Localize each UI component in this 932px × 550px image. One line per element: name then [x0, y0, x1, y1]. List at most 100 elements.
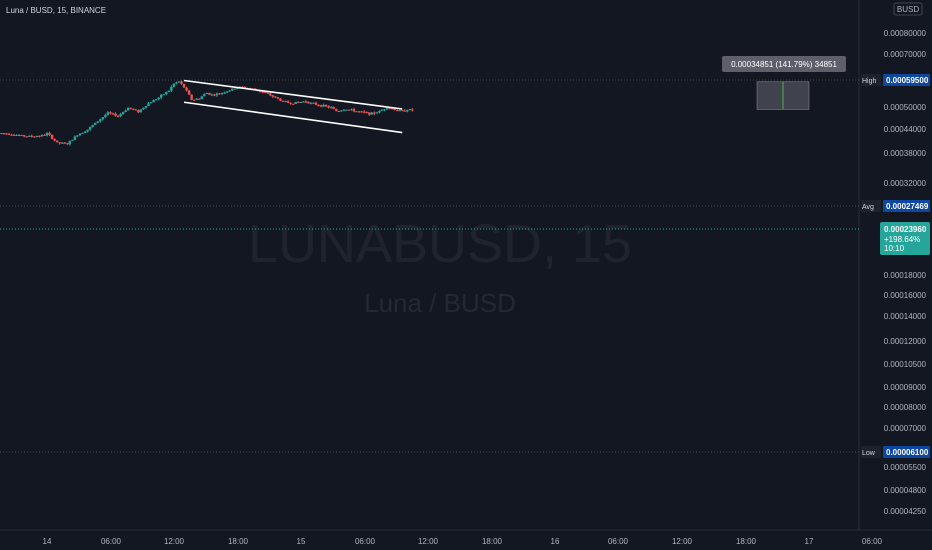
- candle-body: [368, 112, 371, 115]
- price-tick-label: 0.00050000: [884, 103, 927, 112]
- currency-badge[interactable]: BUSD: [893, 2, 923, 16]
- candle-body: [266, 92, 269, 94]
- candle-body: [281, 100, 285, 102]
- price-axis[interactable]: [859, 0, 932, 550]
- candle-body: [208, 92, 211, 95]
- candle-body: [88, 126, 92, 130]
- candle-body: [231, 88, 234, 91]
- candle-body: [170, 86, 173, 91]
- price-tick-label: 0.00080000: [884, 29, 927, 38]
- candle-body: [76, 135, 79, 137]
- measure-tooltip-text: 0.00034851 (141.79%) 34851: [731, 60, 837, 69]
- candle-body: [190, 94, 193, 100]
- candle-body: [294, 101, 297, 104]
- candle-body: [124, 110, 127, 113]
- candle-body: [175, 82, 178, 84]
- candle-body: [362, 111, 366, 113]
- price-tick-label: 0.00010500: [884, 360, 927, 369]
- candle-body: [236, 88, 239, 90]
- candle-body: [223, 92, 226, 94]
- candle-body: [406, 110, 409, 112]
- price-axis-labels: 0.00080000 0.00070000 0.00050000 0.00044000…: [884, 29, 927, 516]
- candle-body: [347, 109, 351, 111]
- candle-body: [327, 106, 330, 108]
- candle-body: [345, 109, 348, 111]
- time-tick-label: 17: [805, 537, 814, 546]
- candle-body: [119, 114, 122, 117]
- candle-body: [157, 97, 160, 100]
- last-price-tag: 0.00023960 +198.64% 10:10: [880, 222, 930, 255]
- candle-body: [30, 135, 33, 137]
- candle-body: [159, 94, 163, 98]
- candle-body: [63, 142, 66, 144]
- time-tick-label: 18:00: [482, 537, 503, 546]
- candle-body: [96, 121, 99, 123]
- candle-body: [152, 100, 155, 103]
- time-tick-label: 06:00: [355, 537, 376, 546]
- candle-body: [269, 93, 272, 96]
- candle-body: [86, 129, 89, 132]
- candle-body: [335, 109, 338, 112]
- time-tick-label: 06:00: [101, 537, 122, 546]
- candle-body: [378, 110, 381, 113]
- candle-body: [286, 101, 290, 103]
- candle-body: [385, 108, 389, 110]
- candle-body: [195, 98, 198, 100]
- candle-body: [317, 104, 320, 106]
- candle-body: [106, 112, 110, 116]
- candle-body: [395, 110, 399, 112]
- candle-body: [213, 94, 216, 96]
- candle-body: [144, 106, 148, 108]
- candle-body: [314, 102, 318, 105]
- candle-body: [383, 109, 386, 111]
- price-tick-label: 0.00070000: [884, 50, 927, 59]
- candle-body: [324, 104, 328, 107]
- time-tick-label: 12:00: [672, 537, 693, 546]
- candle-body: [50, 134, 54, 139]
- candle-body: [360, 111, 363, 113]
- plot-area[interactable]: [0, 0, 859, 530]
- candle-body: [165, 92, 168, 95]
- candle-body: [15, 135, 18, 137]
- candle-body: [302, 101, 305, 103]
- measure-tool[interactable]: [756, 81, 810, 110]
- candle-body: [81, 132, 84, 134]
- candle-body: [132, 108, 135, 110]
- candle-body: [276, 97, 280, 99]
- candle-body: [304, 101, 308, 103]
- candle-body: [198, 98, 201, 100]
- candle-body: [121, 112, 125, 115]
- candle-body: [332, 107, 335, 110]
- price-tick-label: 0.00005500: [884, 463, 927, 472]
- candle-body: [129, 107, 132, 109]
- candle-body: [58, 142, 61, 144]
- price-levels: High 0.00059500 Avg 0.00027469 Low 0.00006100: [0, 74, 930, 458]
- candle-body: [337, 111, 341, 113]
- candle-body: [114, 113, 117, 116]
- candle-body: [10, 134, 13, 136]
- candle-body: [357, 111, 361, 113]
- time-tick-label: 06:00: [862, 537, 883, 546]
- candle-body: [7, 133, 11, 135]
- time-tick-label: 18:00: [228, 537, 249, 546]
- candle-body: [55, 140, 59, 143]
- level-tag-label: Avg: [862, 204, 874, 211]
- candle-body: [104, 115, 107, 118]
- candle-body: [177, 81, 181, 83]
- candle-body: [284, 100, 287, 102]
- candle-body: [330, 107, 333, 109]
- candle-body: [61, 142, 64, 144]
- candle-body: [116, 115, 120, 117]
- candle-body: [28, 135, 31, 137]
- candle-body: [258, 90, 262, 92]
- candle-body: [411, 109, 414, 111]
- level-tag-label: Low: [862, 450, 876, 457]
- candle-body: [261, 91, 264, 93]
- candle-body: [68, 140, 72, 145]
- candle-body: [78, 133, 82, 136]
- last-price-change: +198.64%: [884, 235, 920, 244]
- bar-countdown: 10:10: [884, 244, 905, 253]
- trend-channel[interactable]: [183, 79, 403, 134]
